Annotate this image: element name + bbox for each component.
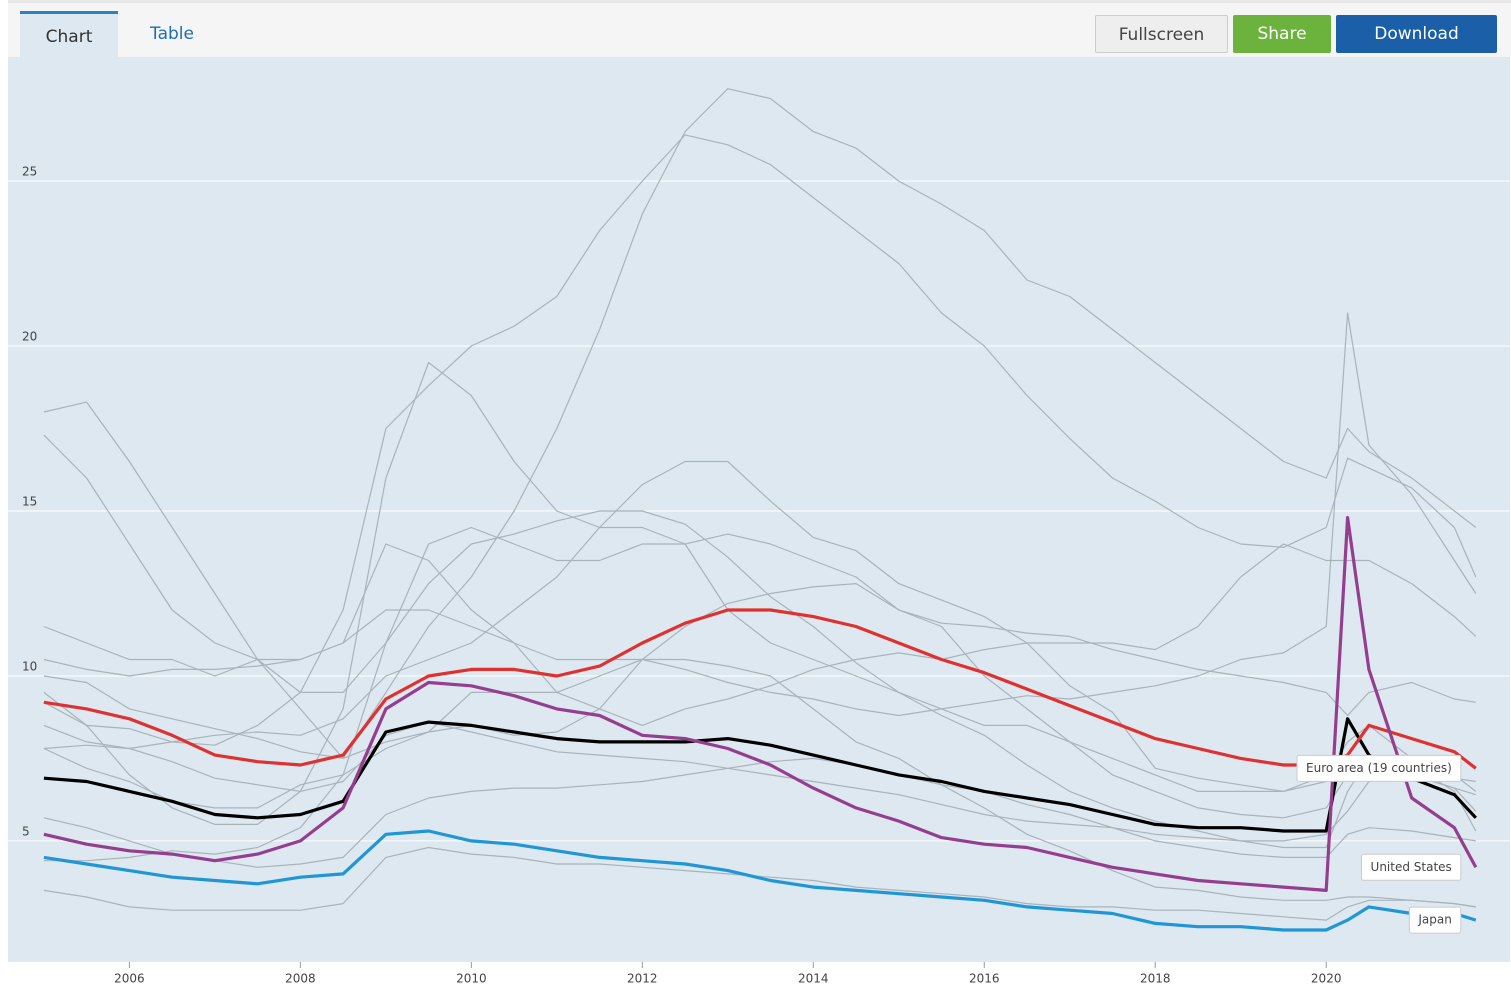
x-tick-label: 2006 — [114, 972, 145, 986]
legend-label: United States — [1371, 860, 1452, 874]
x-tick-label: 2020 — [1311, 972, 1342, 986]
series-line — [43, 717, 1477, 833]
download-button[interactable]: Download — [1336, 15, 1497, 53]
series-line — [43, 134, 1477, 746]
series-line — [43, 608, 1477, 770]
x-tick-label: 2018 — [1140, 972, 1171, 986]
label-box — [1361, 853, 1462, 881]
x-tick-label: 2014 — [798, 972, 829, 986]
series-label: United States — [1361, 853, 1462, 881]
x-tick-label: 2008 — [285, 972, 316, 986]
series-line — [43, 516, 1478, 892]
y-tick-label: 10 — [22, 659, 37, 673]
y-tick-label: 25 — [22, 165, 37, 179]
series-line — [43, 510, 1477, 862]
tab[interactable]: Chart — [20, 11, 118, 63]
x-tick-label: 2016 — [969, 972, 1000, 986]
series-line — [43, 460, 1476, 796]
label-box — [1408, 906, 1462, 934]
y-tick-label: 5 — [22, 824, 30, 838]
series-label: Japan — [1408, 906, 1462, 934]
series-line — [43, 434, 1476, 819]
series-line — [43, 583, 1476, 809]
series-line — [43, 846, 1476, 921]
series-line — [43, 543, 1477, 726]
legend-label: Japan — [1417, 913, 1451, 927]
series-line — [43, 312, 1477, 717]
legend-label: Euro area (19 countries) — [1306, 761, 1452, 775]
series-line — [43, 361, 1477, 825]
label-box — [1296, 754, 1462, 782]
x-tick-label: 2010 — [456, 972, 487, 986]
x-tick-label: 2012 — [627, 972, 658, 986]
series-line — [43, 88, 1477, 759]
series-line — [43, 757, 1476, 868]
series-line — [43, 829, 1477, 932]
y-tick-label: 15 — [22, 494, 37, 508]
toolbar: Chart Table Fullscreen Share Download — [8, 0, 1511, 63]
tab[interactable]: Table — [150, 24, 194, 44]
plot-area — [8, 57, 1510, 962]
share-button[interactable]: Share — [1233, 15, 1331, 53]
series-line — [43, 401, 1476, 908]
fullscreen-button[interactable]: Fullscreen — [1095, 15, 1228, 53]
y-tick-label: 20 — [22, 330, 37, 344]
series-label: Euro area (19 countries) — [1296, 754, 1462, 782]
